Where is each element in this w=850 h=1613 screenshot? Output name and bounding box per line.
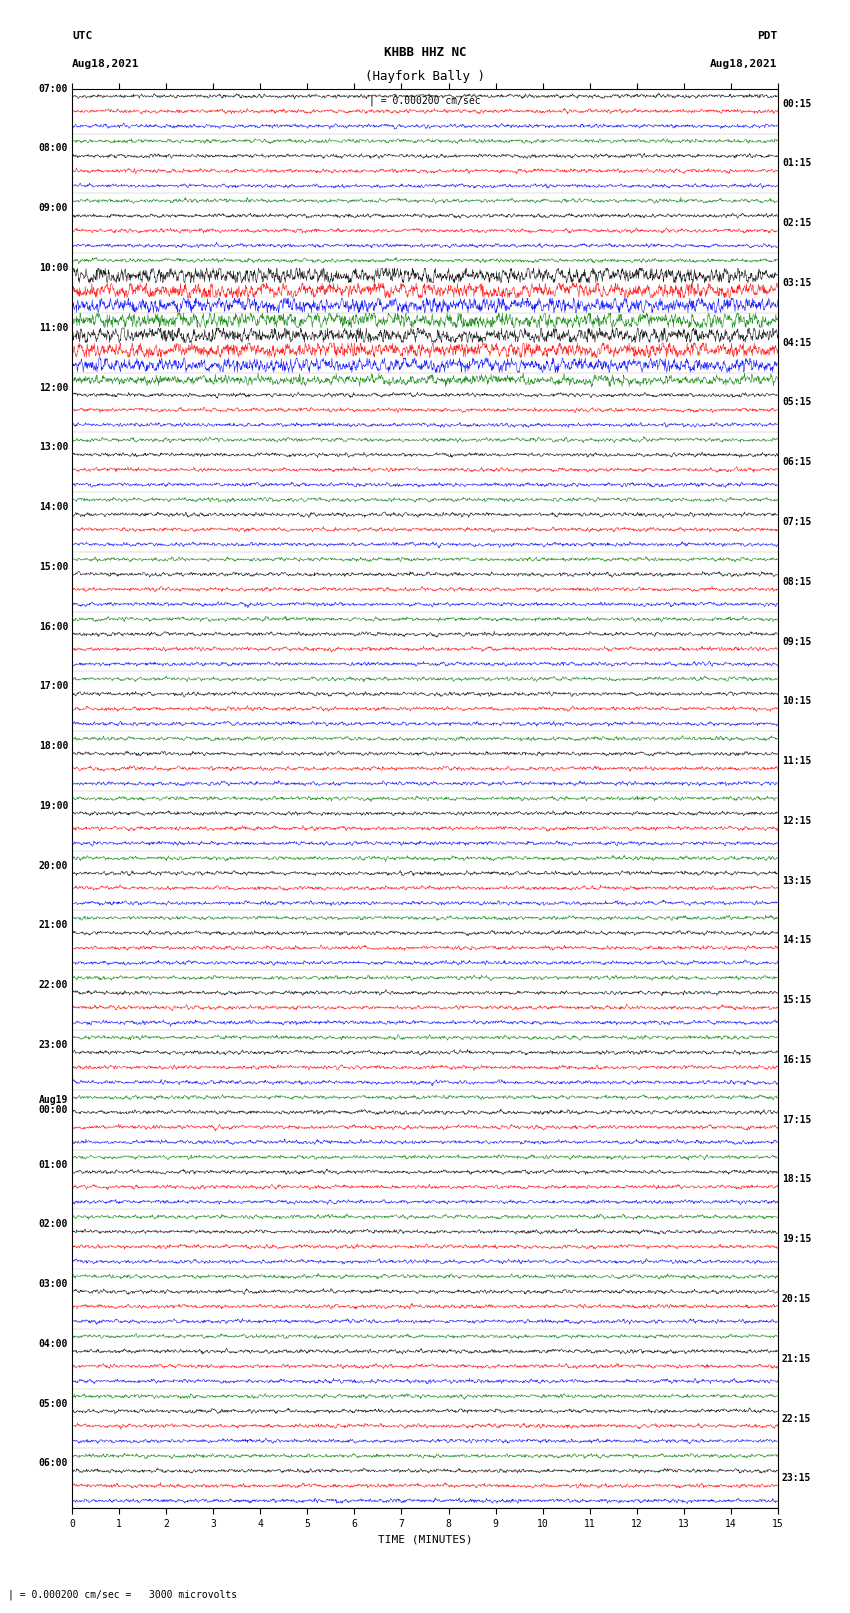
Text: Aug19: Aug19 <box>38 1095 68 1105</box>
Text: UTC: UTC <box>72 31 93 42</box>
Text: 19:15: 19:15 <box>782 1234 812 1244</box>
Text: 18:15: 18:15 <box>782 1174 812 1184</box>
Text: 15:15: 15:15 <box>782 995 812 1005</box>
Text: 07:15: 07:15 <box>782 518 812 527</box>
Text: 09:15: 09:15 <box>782 637 812 647</box>
Text: 20:00: 20:00 <box>38 861 68 871</box>
Text: 01:15: 01:15 <box>782 158 812 168</box>
Text: 11:00: 11:00 <box>38 323 68 332</box>
Text: 07:00: 07:00 <box>38 84 68 94</box>
Text: 01:00: 01:00 <box>38 1160 68 1169</box>
Text: 12:00: 12:00 <box>38 382 68 392</box>
Text: 15:00: 15:00 <box>38 561 68 573</box>
Text: 08:00: 08:00 <box>38 144 68 153</box>
Text: | = 0.000200 cm/sec: | = 0.000200 cm/sec <box>369 95 481 106</box>
Text: 21:00: 21:00 <box>38 921 68 931</box>
Text: 02:00: 02:00 <box>38 1219 68 1229</box>
Text: 06:15: 06:15 <box>782 456 812 468</box>
Text: 03:15: 03:15 <box>782 277 812 289</box>
Text: 05:00: 05:00 <box>38 1398 68 1408</box>
Text: 22:00: 22:00 <box>38 981 68 990</box>
Text: (Hayfork Bally ): (Hayfork Bally ) <box>365 69 485 84</box>
Text: 17:00: 17:00 <box>38 681 68 692</box>
Text: 04:15: 04:15 <box>782 337 812 348</box>
Text: 06:00: 06:00 <box>38 1458 68 1468</box>
Text: KHBB HHZ NC: KHBB HHZ NC <box>383 45 467 60</box>
Text: 21:15: 21:15 <box>782 1353 812 1363</box>
Text: 13:15: 13:15 <box>782 876 812 886</box>
Text: 12:15: 12:15 <box>782 816 812 826</box>
Text: 02:15: 02:15 <box>782 218 812 227</box>
Text: 00:00: 00:00 <box>38 1105 68 1115</box>
Text: 14:00: 14:00 <box>38 502 68 511</box>
Text: 04:00: 04:00 <box>38 1339 68 1348</box>
Text: 16:00: 16:00 <box>38 621 68 632</box>
Text: 17:15: 17:15 <box>782 1115 812 1124</box>
Text: 10:15: 10:15 <box>782 697 812 706</box>
Text: PDT: PDT <box>757 31 778 42</box>
Text: Aug18,2021: Aug18,2021 <box>72 58 139 69</box>
Text: 23:00: 23:00 <box>38 1040 68 1050</box>
X-axis label: TIME (MINUTES): TIME (MINUTES) <box>377 1534 473 1544</box>
Text: 22:15: 22:15 <box>782 1413 812 1424</box>
Text: 05:15: 05:15 <box>782 397 812 408</box>
Text: Aug18,2021: Aug18,2021 <box>711 58 778 69</box>
Text: 00:15: 00:15 <box>782 98 812 108</box>
Text: 08:15: 08:15 <box>782 577 812 587</box>
Text: 10:00: 10:00 <box>38 263 68 273</box>
Text: 03:00: 03:00 <box>38 1279 68 1289</box>
Text: 23:15: 23:15 <box>782 1473 812 1484</box>
Text: 14:15: 14:15 <box>782 936 812 945</box>
Text: 11:15: 11:15 <box>782 756 812 766</box>
Text: 16:15: 16:15 <box>782 1055 812 1065</box>
Text: 20:15: 20:15 <box>782 1294 812 1303</box>
Text: 09:00: 09:00 <box>38 203 68 213</box>
Text: | = 0.000200 cm/sec =   3000 microvolts: | = 0.000200 cm/sec = 3000 microvolts <box>8 1589 238 1600</box>
Text: 18:00: 18:00 <box>38 740 68 752</box>
Text: 13:00: 13:00 <box>38 442 68 452</box>
Text: 19:00: 19:00 <box>38 802 68 811</box>
